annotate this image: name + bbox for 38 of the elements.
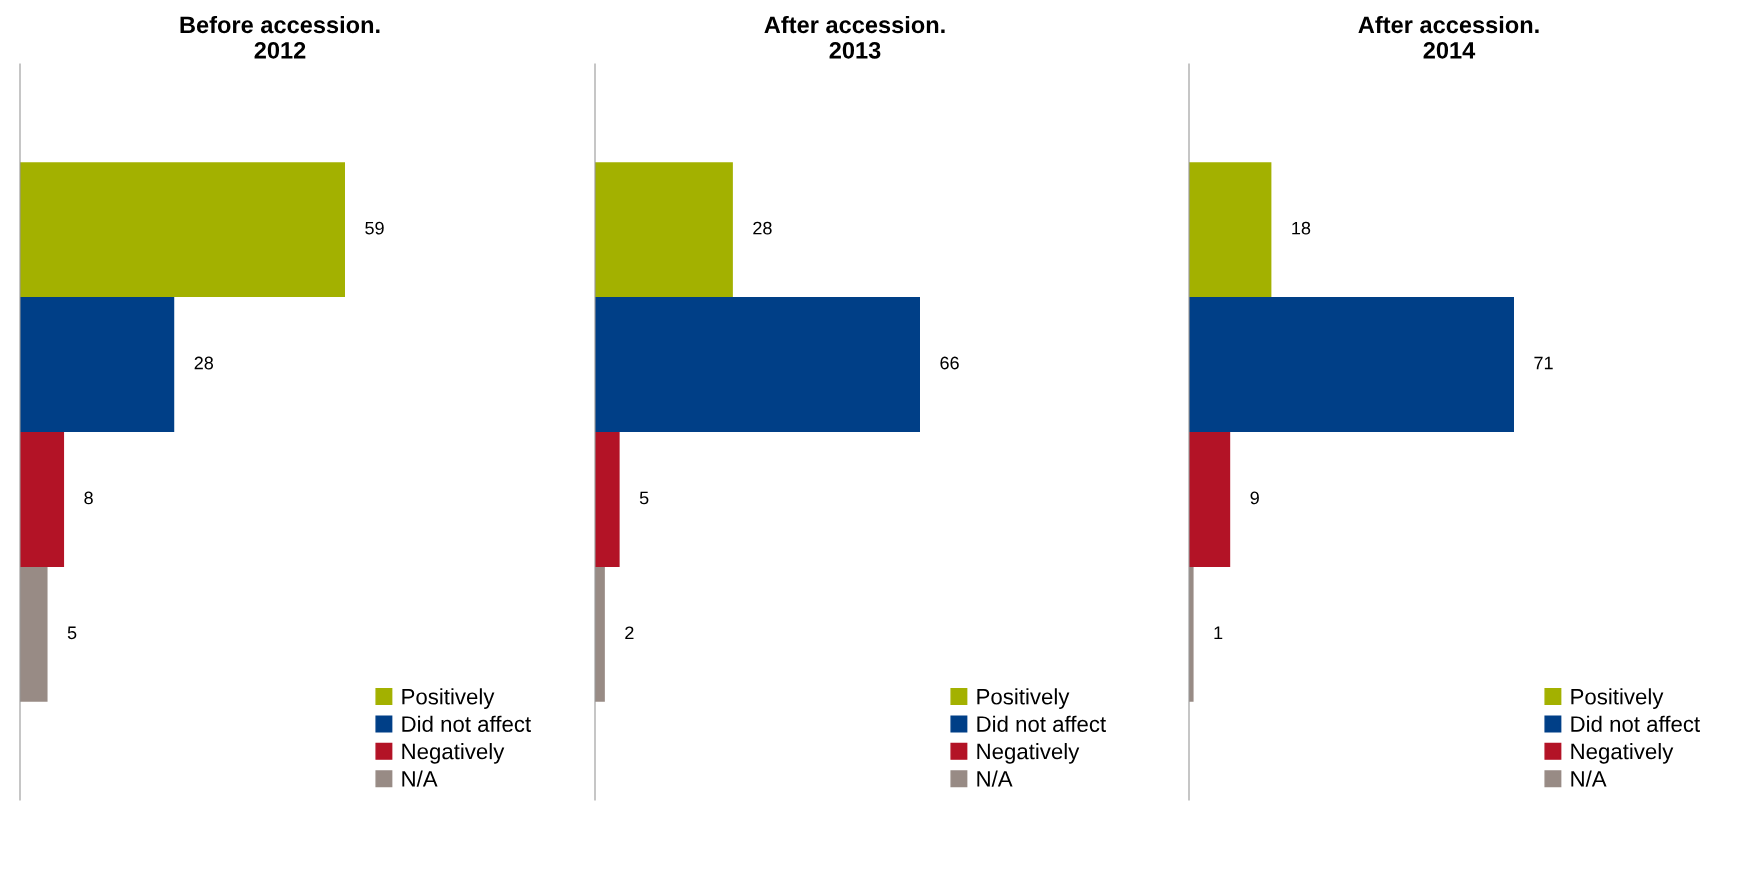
legend-label: Positively xyxy=(402,688,495,709)
legend-label: Did not affect xyxy=(977,715,1106,732)
bar xyxy=(595,297,920,432)
legend-label: Negatively xyxy=(977,743,1080,764)
legend-label: Did not affect xyxy=(1571,715,1700,732)
bar xyxy=(1189,432,1231,567)
data-label: 1 xyxy=(1214,626,1223,640)
data-label: 8 xyxy=(84,491,93,505)
legend-label: Positively xyxy=(1571,688,1664,709)
legend-label: Negatively xyxy=(1571,743,1674,764)
bar xyxy=(1189,162,1272,298)
bar xyxy=(595,566,605,702)
data-label: 66 xyxy=(940,356,959,370)
chart-title: After accession. 2014 xyxy=(1358,15,1539,59)
chart-title: After accession. 2013 xyxy=(764,15,945,59)
legend-label: Negatively xyxy=(402,743,505,764)
legend-label: Positively xyxy=(977,688,1070,709)
bar xyxy=(20,432,65,567)
chart-title: Before accession. 2012 xyxy=(180,15,380,59)
bar xyxy=(20,566,48,702)
bar xyxy=(595,162,733,298)
data-label: 5 xyxy=(639,491,649,505)
legend-label: N/A xyxy=(1571,770,1607,787)
data-label: 2 xyxy=(625,626,634,640)
data-label: 28 xyxy=(753,221,772,235)
legend-label: Did not affect xyxy=(402,715,531,732)
legend-label: N/A xyxy=(977,770,1013,787)
legend-label: N/A xyxy=(402,770,438,787)
bar xyxy=(20,162,345,298)
bar xyxy=(1189,297,1514,432)
data-label: 59 xyxy=(365,221,384,235)
data-label: 5 xyxy=(67,626,77,640)
data-label: 9 xyxy=(1250,491,1259,505)
data-label: 18 xyxy=(1292,221,1311,235)
bar xyxy=(20,297,175,432)
data-label: 71 xyxy=(1534,356,1553,370)
bar xyxy=(595,432,620,567)
data-label: 28 xyxy=(194,356,214,370)
